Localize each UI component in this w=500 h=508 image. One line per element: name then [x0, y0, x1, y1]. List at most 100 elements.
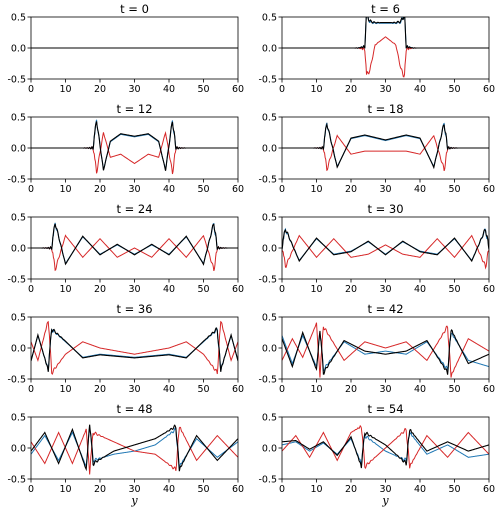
- plot-area: [31, 424, 238, 475]
- series-line-black: [31, 327, 238, 372]
- x-tick-label: 0: [28, 284, 34, 295]
- panel-t-18: t = 18 0 10 20 30 40 50 60 -0.5 0.0 0.5: [258, 102, 495, 195]
- plot-area: [282, 122, 489, 172]
- x-tick-label: 40: [414, 84, 426, 95]
- series-line-red: [282, 234, 489, 270]
- x-tick-label: 10: [59, 384, 71, 395]
- x-tick-label: 60: [232, 84, 244, 95]
- y-tick-label: 0.0: [11, 444, 26, 455]
- panel-title: t = 42: [367, 302, 403, 316]
- series-line-red: [31, 426, 238, 475]
- x-axis-label: y: [130, 494, 138, 507]
- x-tick-label: 20: [345, 384, 357, 395]
- x-tick-label: 60: [232, 184, 244, 195]
- panel-title: t = 18: [367, 102, 403, 116]
- x-tick-label: 40: [163, 384, 175, 395]
- x-tick-label: 10: [310, 484, 322, 495]
- x-tick-label: 50: [197, 184, 209, 195]
- x-tick-label: 20: [345, 184, 357, 195]
- y-tick-label: -0.5: [7, 275, 26, 286]
- x-tick-label: 40: [163, 184, 175, 195]
- y-tick-label: 0.5: [262, 213, 277, 224]
- x-tick-label: 60: [232, 384, 244, 395]
- panel-t-42: t = 42 0 10 20 30 40 50 60 -0.5 0.0 0.5: [258, 302, 495, 395]
- x-tick-label: 60: [483, 384, 495, 395]
- axes-frame: [30, 316, 239, 380]
- x-axis-label: y: [381, 494, 389, 507]
- x-tick-label: 40: [414, 484, 426, 495]
- panel-t-6: t = 6 0 10 20 30 40 50 60 -0.5 0.0 0.5: [258, 2, 495, 95]
- x-tick-label: 0: [279, 84, 285, 95]
- x-tick-label: 60: [483, 184, 495, 195]
- series-line-black: [31, 121, 238, 171]
- x-tick-label: 10: [310, 284, 322, 295]
- series-line-black: [282, 428, 489, 469]
- panel-t-30: t = 30 0 10 20 30 40 50 60 -0.5 0.0 0.5: [258, 202, 495, 295]
- x-tick-label: 60: [483, 484, 495, 495]
- panel-t-24: t = 24 0 10 20 30 40 50 60 -0.5 0.0 0.5: [7, 202, 244, 295]
- x-tick-label: 0: [28, 384, 34, 395]
- series-line-black: [282, 228, 489, 263]
- panel-title: t = 24: [116, 202, 152, 216]
- series-line-blue: [282, 431, 489, 466]
- x-tick-label: 20: [94, 184, 106, 195]
- x-tick-label: 50: [197, 84, 209, 95]
- x-tick-label: 40: [414, 184, 426, 195]
- x-tick-label: 40: [163, 284, 175, 295]
- y-tick-label: 0.0: [11, 144, 26, 155]
- x-tick-label: 10: [310, 84, 322, 95]
- x-tick-label: 60: [232, 484, 244, 495]
- y-tick-label: 0.5: [11, 413, 26, 424]
- x-tick-label: 60: [483, 84, 495, 95]
- panel-title: t = 36: [116, 302, 152, 316]
- x-tick-label: 60: [483, 284, 495, 295]
- y-tick-label: 0.5: [11, 213, 26, 224]
- plot-area: [282, 227, 489, 270]
- y-tick-label: 0.5: [262, 413, 277, 424]
- x-tick-label: 10: [59, 484, 71, 495]
- panel-title: t = 48: [116, 402, 152, 416]
- y-tick-label: 0.0: [11, 244, 26, 255]
- axes-frame: [281, 216, 490, 280]
- series-line-black: [282, 17, 489, 49]
- panel-title: t = 12: [116, 102, 152, 116]
- panel-title: t = 54: [367, 402, 403, 416]
- plot-area: [31, 320, 238, 376]
- x-tick-label: 20: [345, 484, 357, 495]
- x-tick-label: 10: [59, 84, 71, 95]
- y-tick-label: -0.5: [258, 475, 277, 486]
- x-tick-label: 30: [128, 384, 140, 395]
- x-tick-label: 30: [379, 384, 391, 395]
- plot-area: [282, 322, 489, 378]
- y-tick-label: 0.0: [262, 344, 277, 355]
- series-line-blue: [31, 222, 238, 266]
- y-tick-label: 0.5: [262, 13, 277, 24]
- y-tick-label: 0.5: [262, 313, 277, 324]
- x-tick-label: 0: [28, 484, 34, 495]
- x-tick-label: 50: [197, 384, 209, 395]
- series-line-black: [282, 122, 489, 170]
- series-line-blue: [31, 119, 238, 171]
- series-line-blue: [282, 122, 489, 169]
- x-tick-label: 30: [128, 184, 140, 195]
- y-tick-label: -0.5: [258, 375, 277, 386]
- panel-t-0: t = 0 0 10 20 30 40 50 60 -0.5 0.0 0.5: [7, 2, 244, 95]
- x-tick-label: 30: [379, 284, 391, 295]
- y-tick-label: -0.5: [258, 275, 277, 286]
- x-tick-label: 0: [279, 484, 285, 495]
- x-tick-label: 50: [448, 184, 460, 195]
- x-tick-label: 0: [279, 284, 285, 295]
- y-tick-label: -0.5: [258, 175, 277, 186]
- x-tick-label: 30: [379, 84, 391, 95]
- x-tick-label: 10: [59, 184, 71, 195]
- x-tick-label: 20: [94, 84, 106, 95]
- y-tick-label: 0.0: [11, 44, 26, 55]
- x-tick-label: 20: [345, 284, 357, 295]
- y-tick-label: -0.5: [7, 375, 26, 386]
- panel-t-36: t = 36 0 10 20 30 40 50 60 -0.5 0.0 0.5: [7, 302, 244, 395]
- y-tick-label: -0.5: [7, 475, 26, 486]
- x-tick-label: 40: [163, 484, 175, 495]
- series-line-red: [282, 322, 489, 378]
- y-tick-label: 0.5: [11, 13, 26, 24]
